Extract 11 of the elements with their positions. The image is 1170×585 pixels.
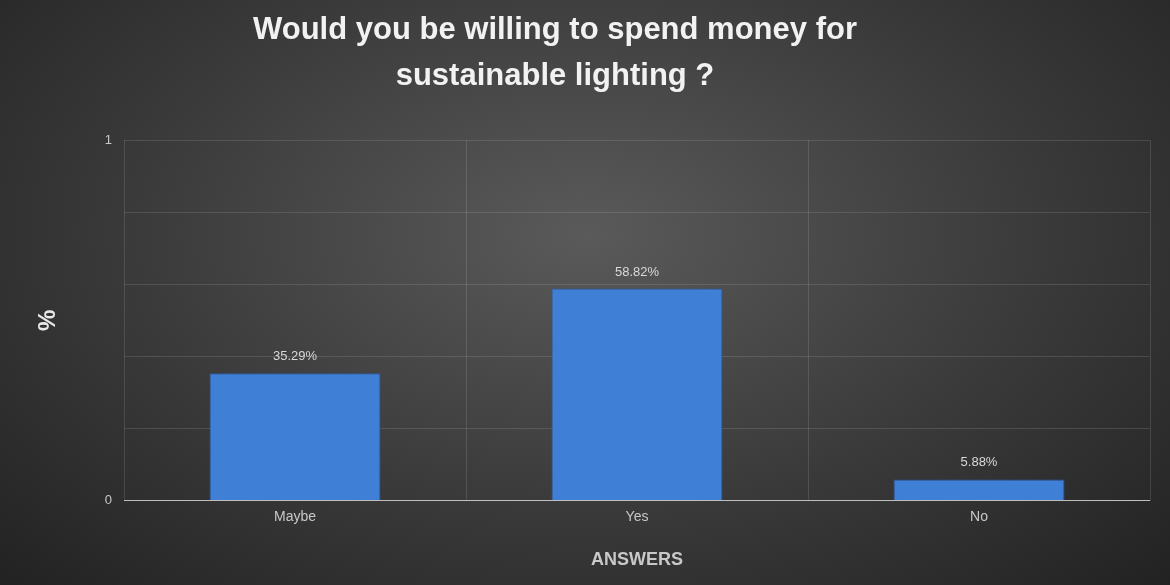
x-axis-title: ANSWERS	[591, 549, 684, 570]
x-tick-label: Yes	[625, 507, 649, 524]
chart-title: Would you be willing to spend money for sustainable lighting ?	[252, 10, 858, 94]
x-tick-label: Maybe	[274, 507, 317, 524]
data-label: 5.88%	[960, 454, 998, 470]
data-label: 35.29%	[272, 348, 318, 364]
data-label: 58.82%	[614, 263, 660, 279]
y-tick-label: 0	[104, 492, 113, 508]
x-tick-label: No	[970, 507, 989, 524]
y-tick-label: 1	[104, 131, 113, 147]
y-axis-title: %	[33, 309, 61, 331]
